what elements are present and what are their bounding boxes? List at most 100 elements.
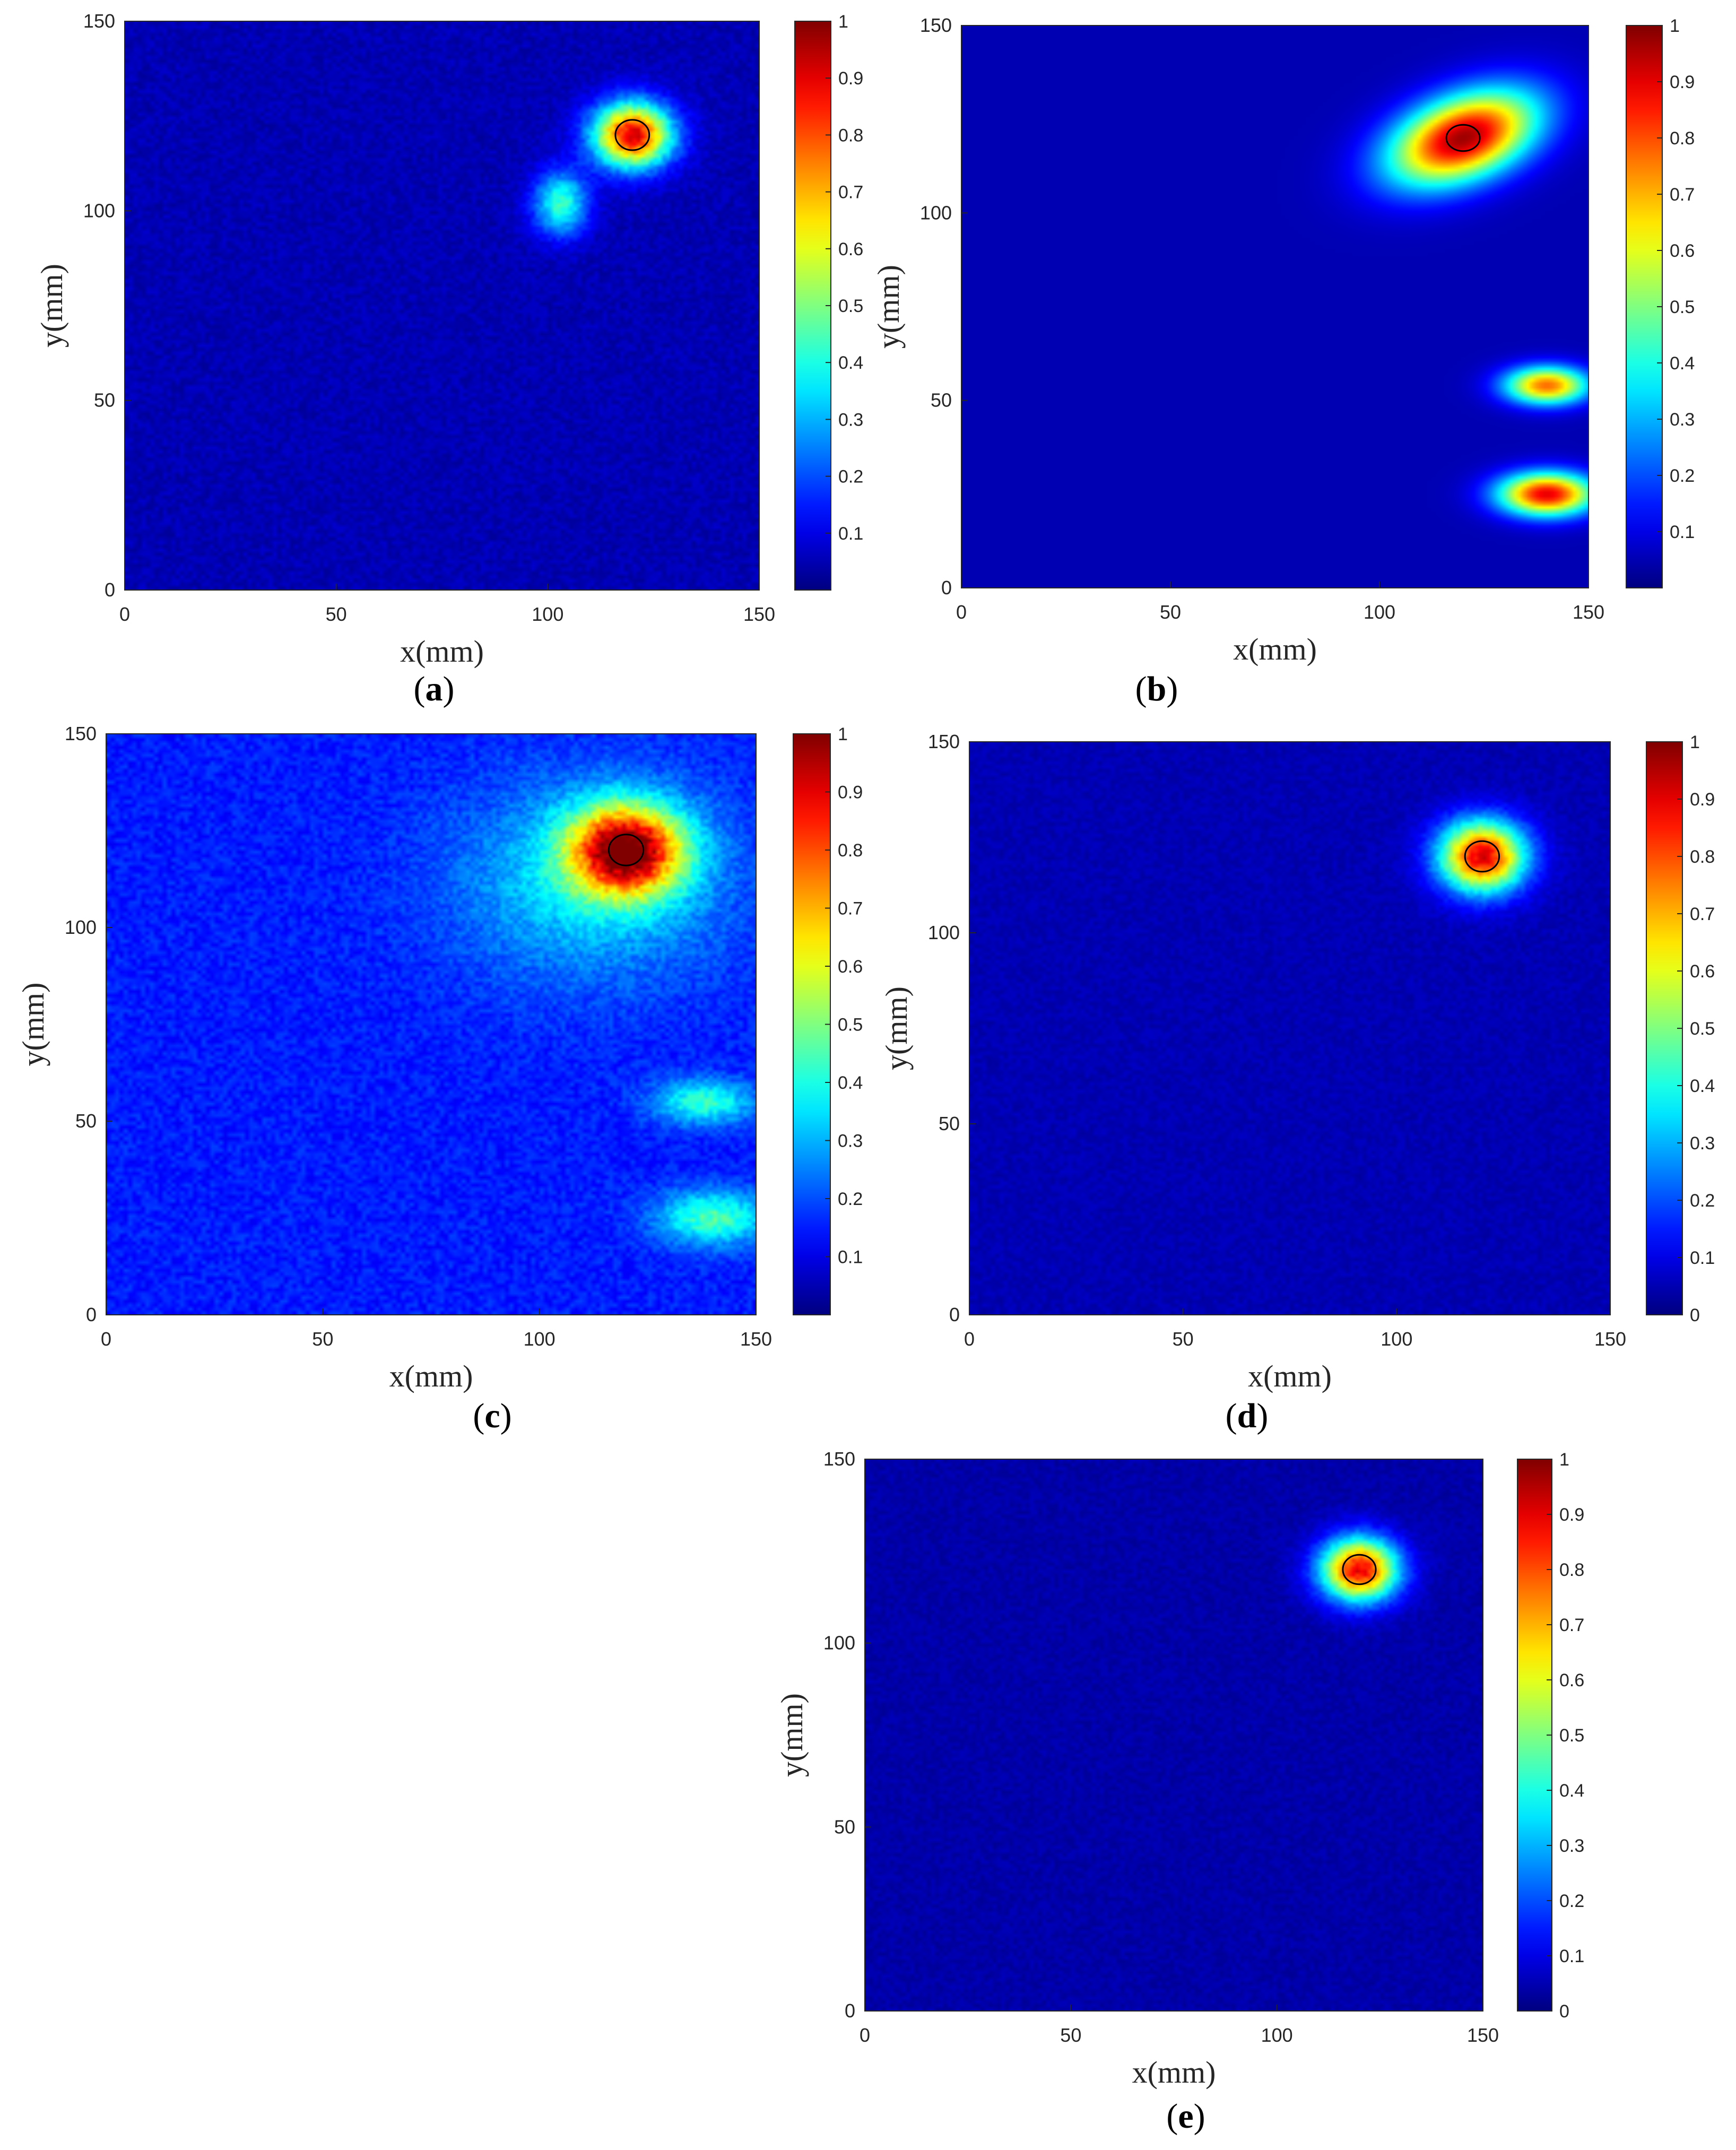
colorbar-tick-label: 0.9: [1690, 790, 1715, 810]
x-axis-label: x(mm): [389, 1359, 473, 1393]
y-tick-label: 150: [928, 731, 960, 752]
y-tick-label: 100: [920, 202, 952, 223]
plot-frame: [124, 21, 760, 591]
target-marker: [1342, 1554, 1377, 1585]
y-tick-label: 50: [94, 389, 115, 411]
colorbar-tick-label: 0.2: [1690, 1191, 1715, 1211]
colorbar-tick-label: 0.8: [838, 125, 863, 145]
plot-frame: [864, 1459, 1483, 2012]
heatmap-d: [969, 742, 1610, 1315]
y-tick-label: 100: [823, 1632, 855, 1654]
panel-e: 0 50 100 150 0 50 100 150 x(mm) y(mm) 0 0.1 0.2 0.3 0.…: [775, 1448, 1584, 2136]
x-tick-label: 100: [1364, 601, 1395, 623]
heatmap-e: [865, 1459, 1483, 2011]
panel-c: 0 50 100 150 0 50 100 150 x(mm) y(mm) 0.1 0.2 0.3 0.4…: [16, 723, 863, 1435]
colorbar-tick-label: 0.9: [1559, 1505, 1584, 1525]
x-tick-label: 0: [860, 2024, 870, 2046]
x-tick-label: 0: [101, 1328, 111, 1350]
colorbar-tick-label: 0.6: [838, 957, 863, 977]
y-tick-label: 100: [928, 922, 960, 943]
colorbar-tick-label: 0.4: [838, 1073, 863, 1093]
panel-a: 0 50 100 150 0 50 100 150 x(mm) y(mm) 0.1 0.2 0.3 0.4…: [34, 10, 863, 708]
x-tick-label: 50: [1060, 2024, 1081, 2046]
x-tick-label: 50: [326, 603, 347, 625]
x-tick-label: 50: [1160, 601, 1181, 623]
x-tick-label: 150: [1467, 2024, 1499, 2046]
x-tick-label: 100: [524, 1328, 555, 1350]
panel-caption: (e): [1166, 2097, 1205, 2136]
colorbar-tick-label: 1: [838, 724, 848, 744]
colorbar-tick-label: 0.8: [838, 840, 863, 861]
x-axis-label: x(mm): [400, 634, 484, 669]
x-tick-label: 0: [964, 1328, 975, 1350]
y-tick-label: 150: [823, 1448, 855, 1470]
colorbar-tick-label: 0.1: [838, 524, 863, 544]
colorbar-tick-label: 0.8: [1670, 128, 1695, 149]
colorbar-tick-label: 0.5: [838, 1015, 863, 1035]
y-tick-label: 0: [845, 2000, 855, 2022]
x-axis-label: x(mm): [1132, 2055, 1216, 2090]
x-axis-label: x(mm): [1233, 632, 1317, 666]
panel-b: 0 50 100 150 0 50 100 150 x(mm) y(mm) 0.1 0.2 0.3 0.4…: [871, 14, 1695, 708]
colorbar: [1646, 741, 1683, 1315]
colorbar-tick-label: 0.1: [838, 1247, 863, 1268]
y-tick-label: 150: [920, 14, 952, 36]
y-tick-label: 0: [86, 1304, 97, 1325]
colorbar-tick-label: 0.8: [1690, 847, 1715, 867]
plot-frame: [106, 733, 757, 1315]
colorbar-tick-label: 1: [1559, 1450, 1569, 1470]
x-tick-label: 100: [1261, 2024, 1293, 2046]
colorbar-tick-label: 0.9: [838, 783, 863, 803]
colorbar-tick-label: 0.5: [1559, 1726, 1584, 1746]
colorbar: [793, 733, 831, 1315]
colorbar-tick-label: 0.5: [1670, 297, 1695, 317]
x-tick-label: 0: [119, 603, 130, 625]
target-marker: [1464, 840, 1500, 873]
y-tick-label: 50: [834, 1816, 855, 1837]
colorbar-tick-label: 0.3: [1690, 1133, 1715, 1154]
colorbar-tick-label: 0: [1559, 2001, 1569, 2022]
colorbar-tick-label: 0.1: [1559, 1946, 1584, 1966]
colorbar-tick-label: 0.6: [1690, 961, 1715, 982]
panel-caption: (d): [1226, 1397, 1269, 1435]
y-tick-label: 50: [931, 389, 952, 411]
y-tick-label: 0: [105, 579, 115, 601]
colorbar-tick-label: 0.5: [1690, 1019, 1715, 1039]
panel-caption: (a): [414, 670, 455, 708]
y-tick-label: 150: [65, 723, 97, 744]
colorbar-tick-label: 0.3: [838, 410, 863, 430]
x-tick-label: 0: [956, 601, 967, 623]
y-axis-label: y(mm): [34, 264, 69, 348]
plot-frame: [969, 741, 1611, 1315]
x-tick-label: 150: [743, 603, 775, 625]
x-tick-label: 100: [532, 603, 563, 625]
colorbar-tick-label: 0.3: [1559, 1836, 1584, 1856]
y-tick-label: 150: [83, 10, 115, 32]
colorbar-tick-label: 0.4: [1559, 1781, 1584, 1801]
heatmap-a: [125, 21, 759, 590]
colorbar-tick-label: 0.8: [1559, 1560, 1584, 1580]
panel-caption: (b): [1135, 670, 1178, 708]
y-tick-label: 0: [941, 577, 952, 599]
colorbar: [1626, 25, 1663, 588]
x-tick-label: 50: [1173, 1328, 1194, 1350]
y-tick-label: 100: [65, 916, 97, 938]
y-tick-label: 50: [75, 1110, 97, 1132]
colorbar-tick-label: 0: [1690, 1305, 1700, 1325]
colorbar-tick-label: 0.7: [1559, 1615, 1584, 1635]
heatmap-c: [106, 734, 756, 1315]
x-axis-label: x(mm): [1248, 1359, 1332, 1393]
colorbar-tick-label: 0.7: [1670, 185, 1695, 205]
colorbar-tick-label: 0.2: [838, 467, 863, 487]
x-tick-label: 50: [312, 1328, 333, 1350]
target-marker: [1445, 124, 1481, 152]
colorbar-tick-label: 0.7: [1690, 904, 1715, 924]
colorbar-tick-label: 0.6: [838, 239, 863, 259]
colorbar-tick-label: 0.2: [1559, 1891, 1584, 1911]
colorbar-tick-label: 0.4: [1670, 353, 1695, 374]
y-axis-label: y(mm): [871, 265, 906, 349]
y-axis-label: y(mm): [775, 1693, 809, 1777]
y-tick-label: 100: [83, 200, 115, 221]
panel-d: 0 50 100 150 0 50 100 150 x(mm) y(mm) 0 0.1 0.2 0.3 0.…: [879, 731, 1715, 1435]
colorbar-tick-label: 0.4: [1690, 1076, 1715, 1096]
